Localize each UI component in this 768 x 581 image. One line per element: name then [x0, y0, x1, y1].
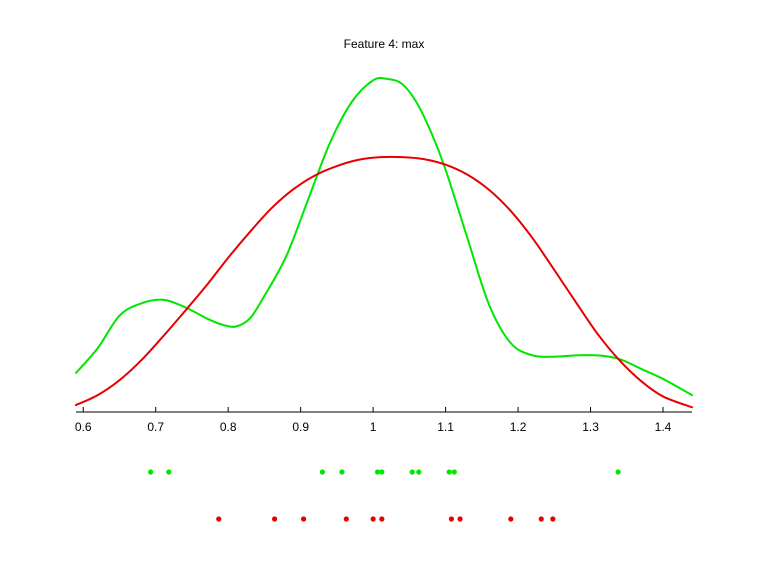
- rug-point: [451, 469, 457, 475]
- rug-point: [457, 516, 463, 522]
- x-tick-label: 0.6: [75, 420, 92, 434]
- rug-point: [446, 469, 452, 475]
- rug-point: [271, 516, 278, 522]
- rug-plot: [148, 469, 621, 522]
- rug-point: [370, 516, 376, 522]
- rug-point: [508, 516, 514, 522]
- x-tick-label: 0.7: [147, 420, 164, 434]
- rug-point: [379, 469, 385, 475]
- rug-point: [319, 469, 325, 475]
- chart-title: Feature 4: max: [344, 37, 425, 51]
- rug-point: [379, 516, 385, 522]
- x-tick-label: 0.8: [220, 420, 237, 434]
- rug-point: [216, 516, 222, 522]
- x-axis: 0.6 0.7 0.8 0.9 1 1.1 1.2 1.3 1.4: [75, 407, 692, 434]
- x-tick-label: 1: [370, 420, 377, 434]
- x-tick-label: 0.9: [292, 420, 309, 434]
- rug-point: [550, 516, 556, 522]
- x-tick-label: 1.1: [437, 420, 454, 434]
- rug-point: [374, 469, 381, 475]
- rug-point: [166, 469, 172, 475]
- x-tick-label: 1.3: [582, 420, 599, 434]
- density-curves: [75, 76, 693, 409]
- rug-point: [339, 469, 345, 475]
- rug-point: [409, 469, 415, 475]
- x-tick-label: 1.4: [655, 420, 672, 434]
- rug-point: [416, 469, 422, 475]
- rug-point: [448, 516, 454, 522]
- rug-point: [538, 516, 544, 522]
- rug-point: [615, 469, 621, 475]
- rug-point: [148, 469, 154, 475]
- x-tick-label: 1.2: [510, 420, 527, 434]
- rug-point: [343, 516, 349, 522]
- rug-point: [300, 516, 307, 522]
- density-curve-2: [75, 155, 693, 409]
